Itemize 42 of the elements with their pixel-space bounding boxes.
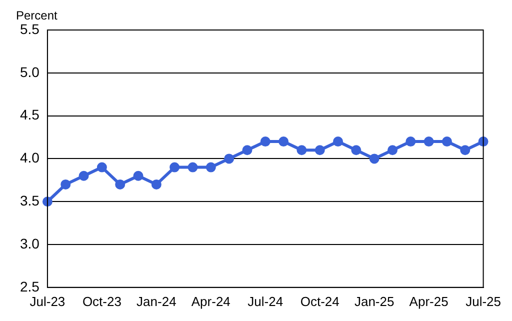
point: [60, 179, 71, 190]
point: [442, 136, 452, 147]
x-tick-label: Jan-24: [136, 294, 176, 309]
point: [478, 136, 488, 147]
point: [424, 136, 434, 147]
point: [206, 162, 216, 172]
point: [351, 145, 362, 156]
point: [133, 170, 144, 181]
point: [242, 145, 252, 156]
y-axis-title: Percent: [16, 8, 58, 22]
point: [260, 136, 270, 147]
x-tick-label: Jul-23: [30, 294, 66, 309]
point: [333, 136, 344, 147]
y-tick-label: 5.5: [20, 20, 40, 37]
point: [460, 145, 470, 156]
point: [369, 154, 380, 164]
x-tick-label: Oct-23: [82, 294, 122, 309]
x-tick-label: Jul-25: [466, 294, 502, 309]
x-tick-label: Jan-25: [354, 294, 394, 309]
x-tick-label: Jul-24: [248, 294, 284, 309]
point: [388, 145, 398, 156]
x-tick-label: Apr-25: [409, 294, 448, 309]
point: [278, 136, 289, 147]
point: [42, 196, 52, 207]
y-tick-label: 3.5: [20, 192, 40, 208]
point: [78, 170, 89, 181]
point: [296, 145, 307, 156]
y-tick-label: 4.0: [20, 150, 40, 166]
y-tick-label: 3.0: [20, 235, 40, 252]
y-tick-label: 5.0: [20, 64, 40, 80]
x-tick-label: Apr-24: [191, 294, 230, 309]
x-tick-label: Oct-24: [300, 294, 340, 309]
y-tick-label: 4.5: [20, 106, 40, 123]
point: [314, 145, 325, 156]
point: [96, 162, 107, 172]
point: [406, 136, 416, 147]
point: [224, 154, 234, 164]
y-tick-label: 2.5: [20, 278, 40, 294]
point: [151, 179, 162, 190]
point: [188, 162, 198, 172]
point: [115, 179, 126, 190]
point: [170, 162, 180, 172]
